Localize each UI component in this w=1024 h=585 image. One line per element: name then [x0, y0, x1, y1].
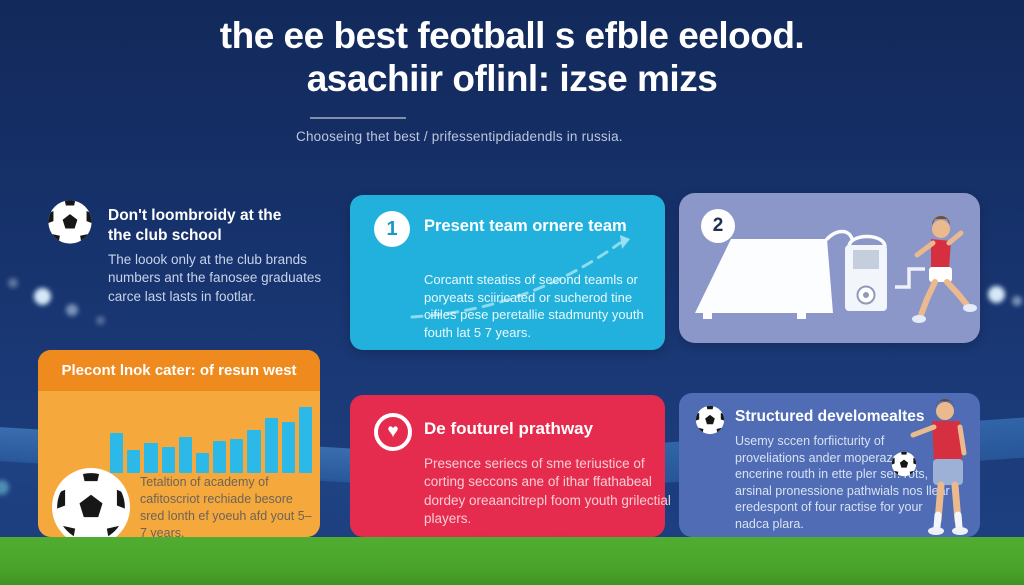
soccer-ball-icon [695, 405, 725, 435]
bokeh-light [0, 480, 9, 495]
structured-body: Usemy sccen forfiicturity of proveliatio… [735, 434, 950, 531]
club-school-heading-line2: the club school [108, 227, 222, 245]
title-divider [310, 117, 406, 119]
bench-machine-runner-illustration [695, 216, 977, 323]
training-step-card: 2 [679, 193, 980, 343]
subtitle: Chooseing thet best / prifessentipdiaden… [296, 129, 623, 144]
bokeh-light [66, 304, 78, 316]
structured-card: Structured develomealtes Usemy sccen for… [679, 393, 980, 537]
bar [161, 447, 175, 473]
present-team-body: Corcantt steatiss of second teamls or po… [424, 272, 644, 341]
pathway-heading: De fouturel prathway [424, 419, 594, 438]
result-west-heading: Plecont lnok cater: of resun west [38, 350, 320, 391]
bokeh-light [34, 288, 51, 305]
present-team-heading: Present team ornere team [424, 217, 627, 235]
running-player-illustration [912, 216, 977, 323]
club-school-heading: Don't loombroidy at the the club school [108, 206, 281, 246]
step-number-badge: 2 [701, 209, 735, 243]
pathway-body: Presence seriecs of sme teriustice of co… [424, 456, 671, 527]
soccer-ball-badge [52, 468, 130, 546]
structured-heading: Structured develomealtes [735, 408, 925, 425]
bokeh-light [8, 278, 18, 288]
bar [230, 439, 244, 473]
bar [195, 453, 210, 473]
bokeh-light [988, 286, 1005, 303]
club-school-body: The loook only at the club brands number… [108, 252, 322, 304]
result-west-body: Tetaltion of academy of cafitoscriot rec… [140, 475, 312, 540]
bar [247, 430, 261, 473]
soccer-ball-icon [47, 199, 93, 245]
bar [281, 422, 295, 473]
present-team-card: 1 Present team ornere team Corcantt stea… [350, 195, 665, 350]
bar [127, 450, 141, 473]
club-school-heading-line1: Don't loombroidy at the [108, 207, 282, 224]
bokeh-light [1012, 296, 1022, 306]
trend-arrow-decoration [410, 235, 630, 319]
bar [178, 437, 192, 473]
bar [298, 407, 313, 473]
heart-glyph: ♥ [387, 421, 399, 442]
heart-icon: ♥ [374, 413, 412, 451]
bar [264, 418, 278, 473]
pathway-card: ♥ De fouturel prathway Presence seriecs … [350, 395, 671, 537]
title-line-1: the ee best feotball s efble eelood. [219, 15, 805, 56]
standing-player-illustration [910, 399, 968, 535]
page-title: the ee best feotball s efble eelood. asa… [0, 14, 1024, 101]
title-line-2: asachiir oflinl: izse mizs [306, 58, 718, 100]
bar [144, 443, 158, 473]
soccer-ball-icon [55, 471, 127, 543]
bokeh-light [96, 316, 105, 325]
grass-strip [0, 537, 1024, 585]
result-west-card: Plecont lnok cater: of resun west Tetalt… [38, 350, 320, 546]
bar [110, 433, 124, 473]
bar [213, 441, 227, 473]
bar-chart [110, 407, 313, 473]
step-number-badge: 1 [374, 211, 410, 247]
